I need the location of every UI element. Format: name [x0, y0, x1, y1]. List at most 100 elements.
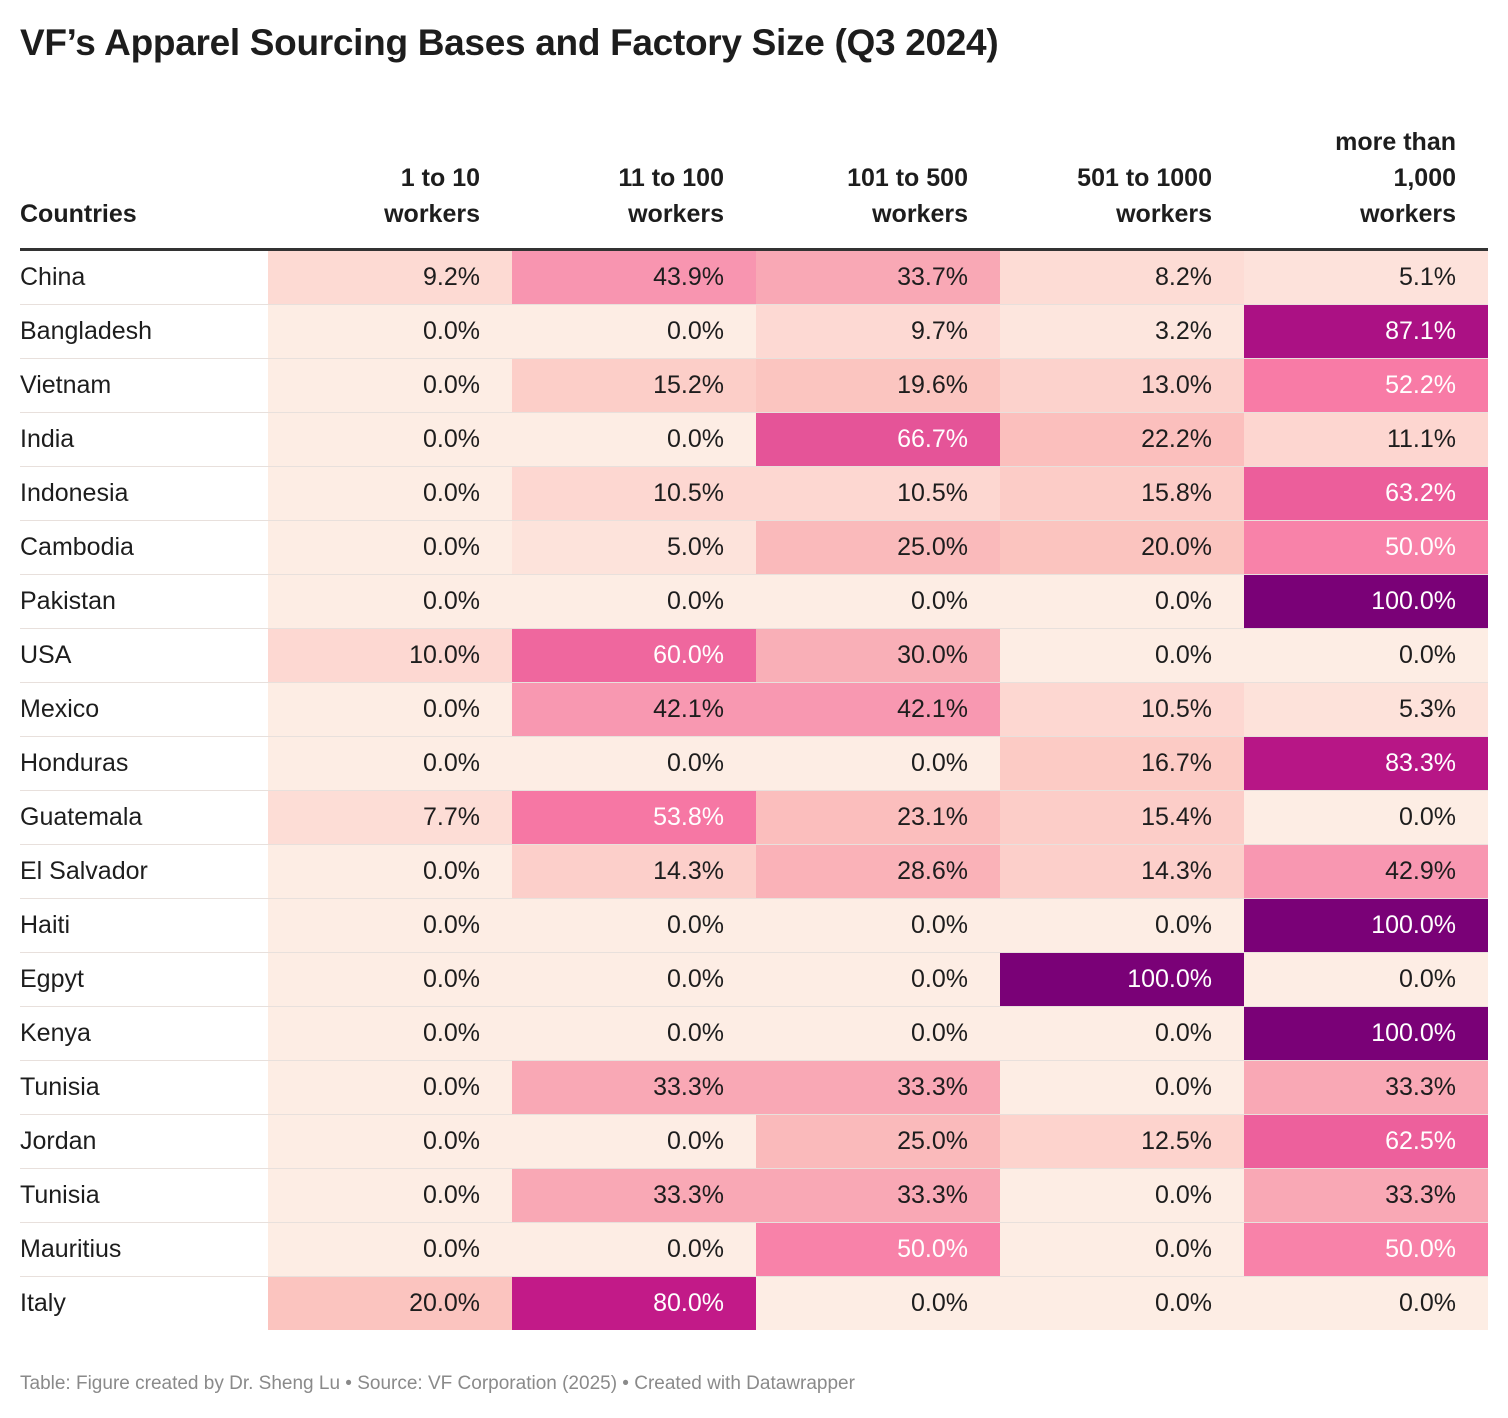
value-cell: 13.0% [1000, 358, 1244, 413]
value-cell: 42.9% [1244, 844, 1488, 899]
table-row: Indonesia 0.0% 10.5% 10.5% 15.8% 63.2% [20, 466, 1488, 521]
value-cell: 0.0% [756, 1276, 1000, 1330]
value-cell: 30.0% [756, 628, 1000, 683]
table-row: Tunisia 0.0% 33.3% 33.3% 0.0% 33.3% [20, 1060, 1488, 1115]
table-row: Vietnam 0.0% 15.2% 19.6% 13.0% 52.2% [20, 358, 1488, 413]
value-cell: 25.0% [756, 1114, 1000, 1169]
country-cell: Jordan [20, 1114, 268, 1169]
footer-note: Table: Figure created by Dr. Sheng Lu • … [20, 1373, 855, 1394]
table-row: China 9.2% 43.9% 33.7% 8.2% 5.1% [20, 249, 1488, 305]
value-cell: 0.0% [1244, 1276, 1488, 1330]
country-cell: China [20, 249, 268, 305]
value-cell: 15.4% [1000, 790, 1244, 845]
value-cell: 0.0% [268, 898, 512, 953]
table-row: Mexico 0.0% 42.1% 42.1% 10.5% 5.3% [20, 682, 1488, 737]
country-cell: Mexico [20, 682, 268, 737]
value-cell: 0.0% [512, 1006, 756, 1061]
column-header[interactable]: 1 to 10 workers [268, 124, 512, 251]
value-cell: 0.0% [512, 304, 756, 359]
value-cell: 12.5% [1000, 1114, 1244, 1169]
value-cell: 0.0% [268, 520, 512, 575]
country-cell: Cambodia [20, 520, 268, 575]
value-cell: 0.0% [1000, 1060, 1244, 1115]
value-cell: 83.3% [1244, 736, 1488, 791]
value-cell: 0.0% [512, 412, 756, 467]
value-cell: 53.8% [512, 790, 756, 845]
table-row: Tunisia 0.0% 33.3% 33.3% 0.0% 33.3% [20, 1168, 1488, 1223]
value-cell: 0.0% [512, 1114, 756, 1169]
value-cell: 15.8% [1000, 466, 1244, 521]
value-cell: 0.0% [268, 466, 512, 521]
country-cell: Tunisia [20, 1168, 268, 1223]
value-cell: 0.0% [268, 304, 512, 359]
value-cell: 5.0% [512, 520, 756, 575]
country-cell: Guatemala [20, 790, 268, 845]
column-header[interactable]: Countries [20, 124, 268, 251]
country-cell: Egpyt [20, 952, 268, 1007]
column-header[interactable]: 501 to 1000 workers [1000, 124, 1244, 251]
value-cell: 20.0% [1000, 520, 1244, 575]
value-cell: 0.0% [268, 1060, 512, 1115]
value-cell: 10.5% [756, 466, 1000, 521]
table-row: Mauritius 0.0% 0.0% 50.0% 0.0% 50.0% [20, 1222, 1488, 1277]
value-cell: 42.1% [756, 682, 1000, 737]
value-cell: 11.1% [1244, 412, 1488, 467]
value-cell: 0.0% [756, 952, 1000, 1007]
value-cell: 5.3% [1244, 682, 1488, 737]
table-row: Honduras 0.0% 0.0% 0.0% 16.7% 83.3% [20, 736, 1488, 791]
value-cell: 100.0% [1244, 574, 1488, 629]
value-cell: 0.0% [756, 736, 1000, 791]
value-cell: 0.0% [1244, 952, 1488, 1007]
value-cell: 10.5% [1000, 682, 1244, 737]
value-cell: 16.7% [1000, 736, 1244, 791]
value-cell: 5.1% [1244, 249, 1488, 305]
country-cell: Mauritius [20, 1222, 268, 1277]
country-cell: Kenya [20, 1006, 268, 1061]
value-cell: 0.0% [268, 358, 512, 413]
value-cell: 0.0% [512, 898, 756, 953]
country-cell: El Salvador [20, 844, 268, 899]
value-cell: 0.0% [512, 1222, 756, 1277]
value-cell: 0.0% [756, 574, 1000, 629]
column-header[interactable]: 11 to 100 workers [512, 124, 756, 251]
heatmap-table: Countries 1 to 10 workers 11 to 100 workers 1… [20, 124, 1488, 1330]
country-cell: Pakistan [20, 574, 268, 629]
country-cell: USA [20, 628, 268, 683]
table-row: Guatemala 7.7% 53.8% 23.1% 15.4% 0.0% [20, 790, 1488, 845]
value-cell: 0.0% [268, 1222, 512, 1277]
value-cell: 0.0% [1244, 628, 1488, 683]
value-cell: 14.3% [512, 844, 756, 899]
value-cell: 9.7% [756, 304, 1000, 359]
value-cell: 33.3% [1244, 1168, 1488, 1223]
country-cell: Tunisia [20, 1060, 268, 1115]
value-cell: 9.2% [268, 249, 512, 305]
table-row: Pakistan 0.0% 0.0% 0.0% 0.0% 100.0% [20, 574, 1488, 629]
country-cell: Bangladesh [20, 304, 268, 359]
value-cell: 100.0% [1244, 1006, 1488, 1061]
value-cell: 15.2% [512, 358, 756, 413]
table-row: Cambodia 0.0% 5.0% 25.0% 20.0% 50.0% [20, 520, 1488, 575]
table-row: Egpyt 0.0% 0.0% 0.0% 100.0% 0.0% [20, 952, 1488, 1007]
value-cell: 0.0% [1000, 628, 1244, 683]
table-row: Jordan 0.0% 0.0% 25.0% 12.5% 62.5% [20, 1114, 1488, 1169]
value-cell: 33.3% [512, 1168, 756, 1223]
value-cell: 33.3% [512, 1060, 756, 1115]
value-cell: 0.0% [512, 574, 756, 629]
value-cell: 3.2% [1000, 304, 1244, 359]
value-cell: 33.3% [756, 1060, 1000, 1115]
value-cell: 8.2% [1000, 249, 1244, 305]
value-cell: 0.0% [268, 412, 512, 467]
column-header[interactable]: 101 to 500 workers [756, 124, 1000, 251]
table-row: Italy 20.0% 80.0% 0.0% 0.0% 0.0% [20, 1276, 1488, 1330]
value-cell: 50.0% [1244, 520, 1488, 575]
value-cell: 66.7% [756, 412, 1000, 467]
value-cell: 0.0% [1000, 898, 1244, 953]
value-cell: 100.0% [1244, 898, 1488, 953]
value-cell: 0.0% [1000, 1006, 1244, 1061]
column-header[interactable]: more than 1,000 workers [1244, 124, 1488, 251]
value-cell: 0.0% [268, 1168, 512, 1223]
value-cell: 10.0% [268, 628, 512, 683]
table-row: Kenya 0.0% 0.0% 0.0% 0.0% 100.0% [20, 1006, 1488, 1061]
table-row: India 0.0% 0.0% 66.7% 22.2% 11.1% [20, 412, 1488, 467]
value-cell: 0.0% [268, 1114, 512, 1169]
